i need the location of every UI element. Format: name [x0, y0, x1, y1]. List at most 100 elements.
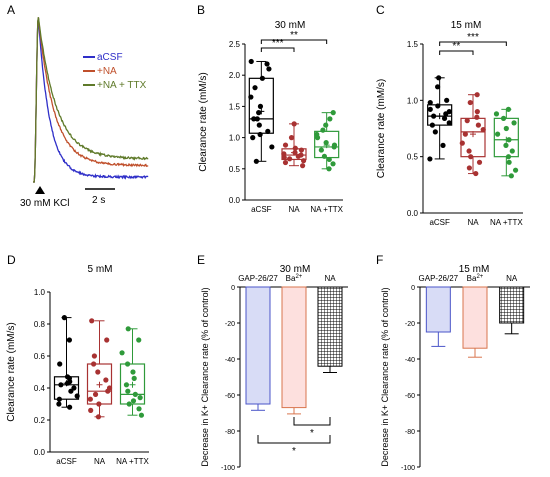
significance-label: ** [290, 30, 298, 41]
y-tick-label: 1.0 [34, 288, 46, 297]
y-tick-label: 0.8 [34, 320, 46, 329]
y-tick-label: 1.5 [407, 40, 419, 49]
data-point [250, 135, 256, 141]
data-point [67, 404, 73, 410]
mean-marker [129, 381, 136, 388]
data-point [292, 149, 298, 156]
significance-bracket [439, 50, 474, 55]
data-point [259, 75, 265, 81]
data-point [435, 103, 441, 109]
data-point [444, 97, 450, 103]
data-point [323, 139, 329, 146]
legend: aCSF +NA +NA + TTX [83, 52, 147, 91]
data-point [256, 110, 262, 116]
data-point [71, 385, 77, 391]
data-point [125, 326, 131, 332]
data-point [511, 120, 517, 126]
data-point [95, 414, 102, 420]
data-point [288, 135, 295, 141]
data-point [436, 75, 442, 81]
x-tick-label: GAP-26/27 [238, 274, 278, 283]
data-point [56, 396, 62, 402]
y-tick-label: 0.0 [34, 448, 46, 457]
x-tick-label: NA [94, 457, 106, 466]
mean-marker [436, 113, 443, 120]
data-point [66, 337, 72, 343]
data-point [441, 115, 448, 121]
data-point [493, 111, 500, 117]
x-tick-label: Ba2+ [467, 274, 484, 283]
data-point [476, 159, 483, 165]
trace-na [33, 17, 149, 183]
chart-title: 5 mM [88, 264, 113, 275]
panel-b-box-plot: 0.0 0.5 1.0 1.5 2.0 2.5 Clearance rate (mM/s) 3… [198, 20, 344, 214]
scale-bar-label: 2 s [92, 195, 105, 206]
legend-label-na: +NA [97, 66, 117, 77]
mean-marker [96, 381, 103, 388]
panel-f-bar-chart: 0 -20 -40 -60 -80 -100 Decrease in K+ Clearanc… [380, 264, 530, 472]
data-point [282, 159, 289, 166]
y-tick-label: -60 [405, 393, 415, 400]
y-tick-label: 1.5 [229, 102, 241, 111]
significance-bracket [257, 435, 331, 444]
data-point [56, 401, 62, 407]
data-point [281, 151, 287, 157]
data-point [92, 391, 99, 397]
stimulus-marker [35, 186, 45, 194]
data-point [125, 388, 131, 394]
bar [245, 286, 271, 405]
data-point [474, 92, 480, 98]
x-tick-label: NA +TTX [490, 218, 523, 227]
chart-title: 30 mM [280, 264, 311, 275]
data-point [503, 125, 509, 132]
data-point [467, 99, 473, 106]
data-point [88, 407, 94, 413]
panel-a-trace-plot: aCSF +NA +NA + TTX 30 mM KCl 2 s [20, 17, 149, 209]
data-point [248, 58, 254, 65]
data-point [299, 163, 306, 169]
y-tick-label: 0.5 [229, 165, 241, 174]
data-point [440, 142, 446, 148]
y-tick-label: -80 [225, 429, 235, 436]
chart-title: 30 mM [275, 20, 306, 31]
data-point [464, 118, 470, 124]
data-point [252, 85, 258, 91]
data-point [500, 115, 507, 121]
significance-label: *** [467, 32, 479, 43]
data-point [446, 109, 452, 115]
data-point [435, 84, 441, 90]
data-point [136, 337, 142, 343]
y-tick-label: -100 [221, 465, 235, 472]
data-point [298, 152, 304, 158]
x-tick-label: GAP-26/27 [419, 274, 459, 283]
data-point [429, 122, 435, 128]
significance-label: * [310, 428, 314, 439]
panel-d-box-plot: 0.0 0.2 0.4 0.6 0.8 1.0 Clearance rate (mM/s) 5… [6, 264, 149, 466]
data-point [269, 144, 275, 150]
data-point [466, 148, 472, 154]
data-point [253, 158, 259, 164]
data-point [266, 66, 272, 72]
data-point [473, 170, 479, 177]
y-tick-label: 1.0 [407, 96, 419, 105]
data-point [89, 318, 95, 324]
data-point [512, 167, 519, 173]
bar [317, 286, 343, 367]
data-point [95, 369, 101, 375]
legend-label-na-ttx: +NA + TTX [97, 80, 147, 91]
data-point [474, 114, 480, 120]
data-point [475, 122, 481, 128]
data-point [91, 353, 97, 359]
data-point [300, 158, 307, 164]
data-point [298, 147, 305, 153]
data-point [130, 369, 136, 375]
legend-label-acsf: aCSF [97, 52, 123, 63]
data-point [427, 99, 433, 106]
y-tick-label: 0.2 [34, 416, 46, 425]
data-point [104, 337, 110, 343]
bar [462, 286, 488, 349]
panel-letter-b: B [197, 3, 205, 17]
data-point [287, 156, 293, 162]
data-point [264, 61, 270, 67]
bar [499, 286, 525, 324]
